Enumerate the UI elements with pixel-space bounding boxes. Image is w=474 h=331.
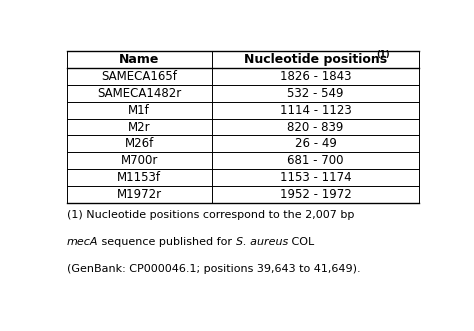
Text: 1153 - 1174: 1153 - 1174 xyxy=(280,171,351,184)
Text: (1) Nucleotide positions correspond to the 2,007 bp: (1) Nucleotide positions correspond to t… xyxy=(66,211,354,220)
Text: SAMECA1482r: SAMECA1482r xyxy=(97,87,181,100)
Text: 1826 - 1843: 1826 - 1843 xyxy=(280,70,351,83)
Text: SAMECA165f: SAMECA165f xyxy=(101,70,177,83)
Text: (GenBank: CP000046.1; positions 39,643 to 41,649).: (GenBank: CP000046.1; positions 39,643 t… xyxy=(66,264,360,274)
Text: 1114 - 1123: 1114 - 1123 xyxy=(280,104,351,117)
Text: (1): (1) xyxy=(377,50,390,59)
Text: 1952 - 1972: 1952 - 1972 xyxy=(280,188,351,201)
Text: COL: COL xyxy=(288,237,314,247)
Text: Nucleotide positions: Nucleotide positions xyxy=(244,53,387,66)
Text: M1f: M1f xyxy=(128,104,150,117)
Text: 820 - 839: 820 - 839 xyxy=(287,120,344,133)
Text: Name: Name xyxy=(119,53,159,66)
Text: M2r: M2r xyxy=(128,120,150,133)
Text: M26f: M26f xyxy=(125,137,154,150)
Text: M1972r: M1972r xyxy=(117,188,162,201)
Text: M1153f: M1153f xyxy=(117,171,161,184)
Text: mecA: mecA xyxy=(66,237,98,247)
Text: 26 - 49: 26 - 49 xyxy=(294,137,337,150)
Text: 681 - 700: 681 - 700 xyxy=(287,154,344,167)
Text: 532 - 549: 532 - 549 xyxy=(287,87,344,100)
Text: S. aureus: S. aureus xyxy=(236,237,288,247)
Text: M700r: M700r xyxy=(120,154,158,167)
Text: sequence published for: sequence published for xyxy=(98,237,236,247)
